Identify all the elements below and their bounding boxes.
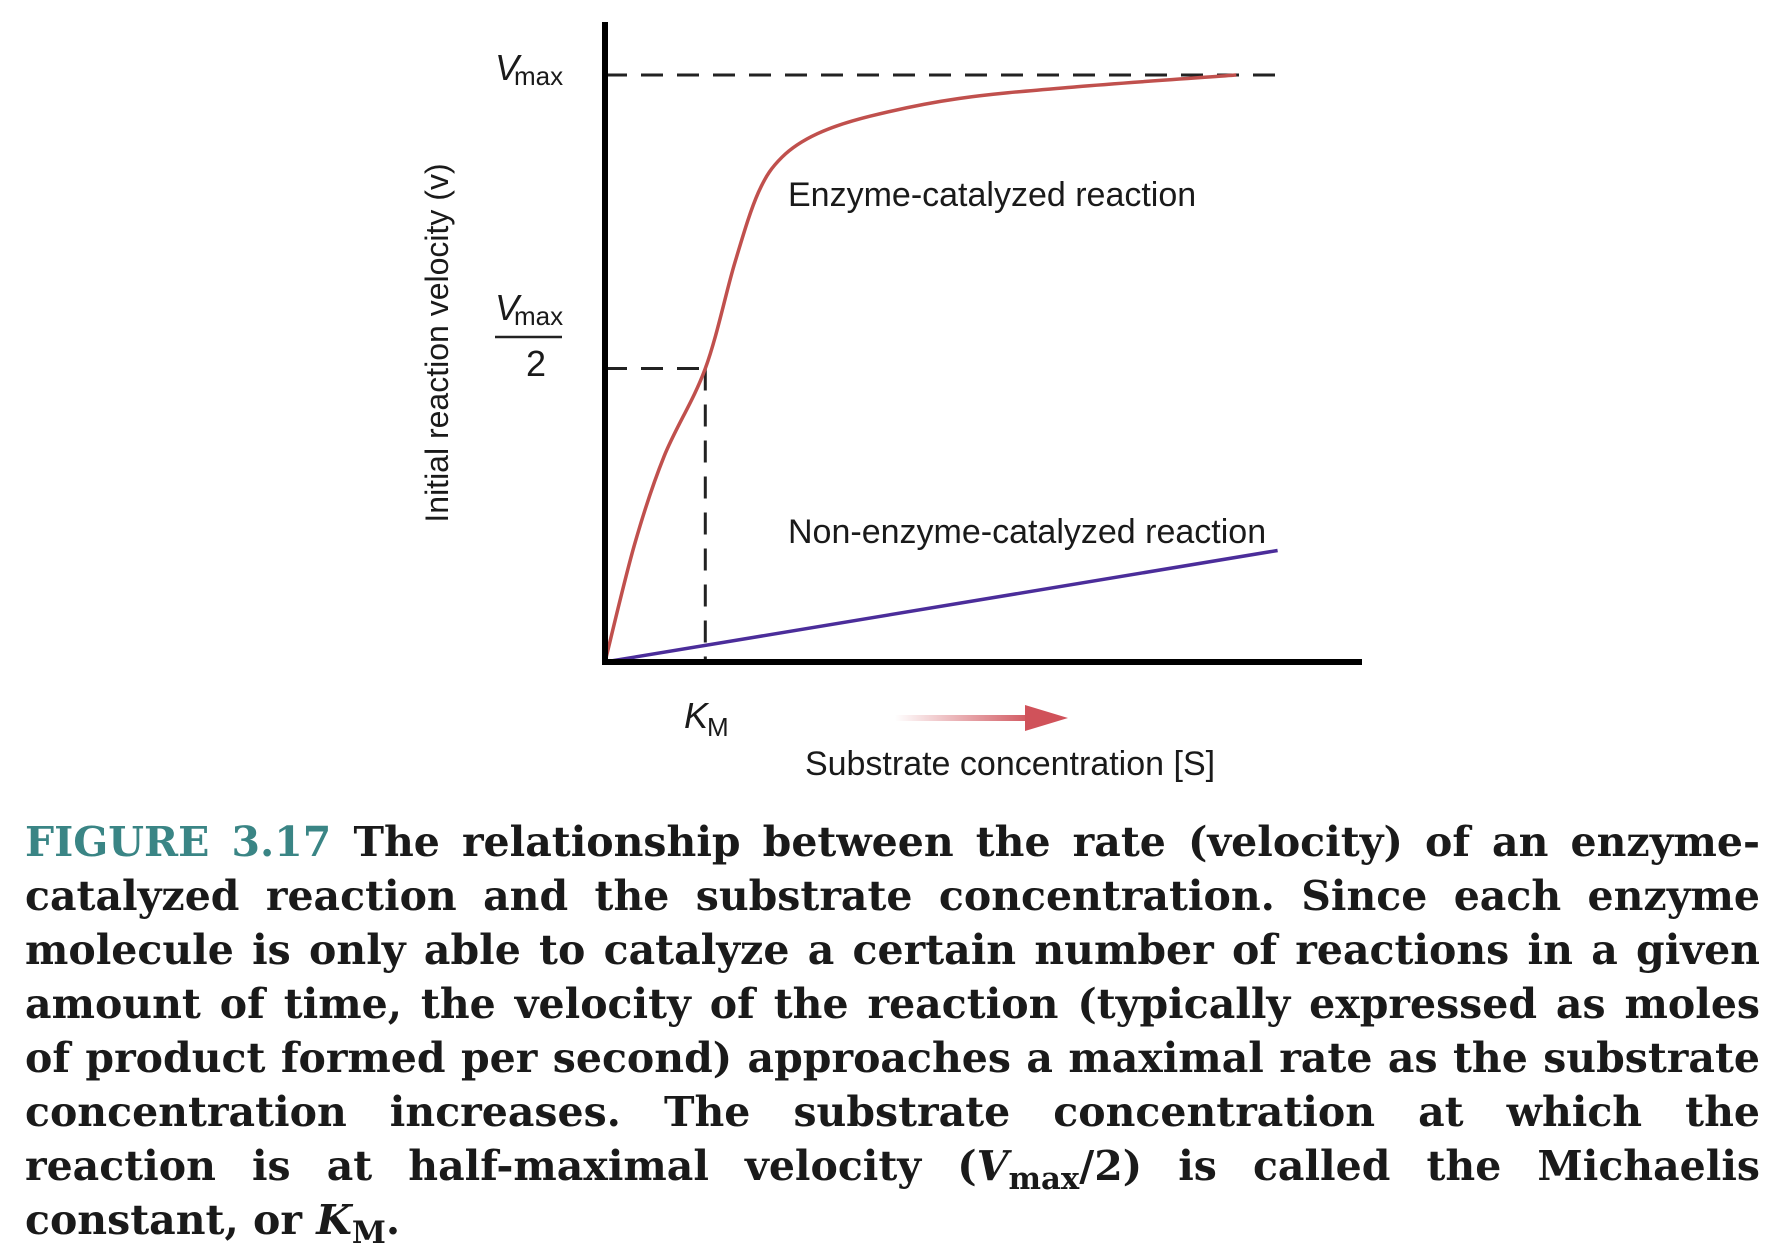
x-tick-km-sub: M (707, 712, 729, 742)
figure-label: FIGURE 3.17 (25, 818, 332, 866)
y-axis-label: Initial reaction velocity (v) (419, 163, 455, 522)
y-tick-half-vmax-symbol: V (495, 287, 522, 328)
caption-km-sub: M (351, 1215, 386, 1251)
x-axis-label: Substrate concentration [S] (805, 745, 1215, 783)
caption-vmax-symbol: V (976, 1142, 1009, 1190)
enzyme-series-label: Enzyme-catalyzed reaction (788, 176, 1196, 214)
michaelis-menten-chart: V max V max 2 Initial reaction velocity … (419, 22, 1362, 783)
increase-arrow-head (1025, 705, 1068, 731)
caption-text-1: The relationship between the rate (veloc… (25, 818, 1761, 1190)
y-tick-half-denominator: 2 (526, 343, 546, 384)
y-tick-vmax-sub: max (514, 61, 563, 91)
enzyme-curve (603, 73, 1237, 663)
caption-text-3: . (385, 1196, 401, 1244)
x-tick-km-symbol: K (684, 695, 710, 736)
figure-caption: FIGURE 3.17 The relationship between the… (25, 815, 1761, 1249)
non-enzyme-series-label: Non-enzyme-catalyzed reaction (788, 513, 1266, 551)
y-tick-half-vmax-sub: max (514, 301, 563, 331)
increase-arrow-shaft (895, 715, 1035, 721)
non-enzyme-line (604, 548, 1278, 664)
y-tick-vmax-symbol: V (495, 47, 522, 88)
caption-vmax-sub: max (1008, 1161, 1080, 1198)
caption-km-symbol: K (316, 1196, 352, 1244)
